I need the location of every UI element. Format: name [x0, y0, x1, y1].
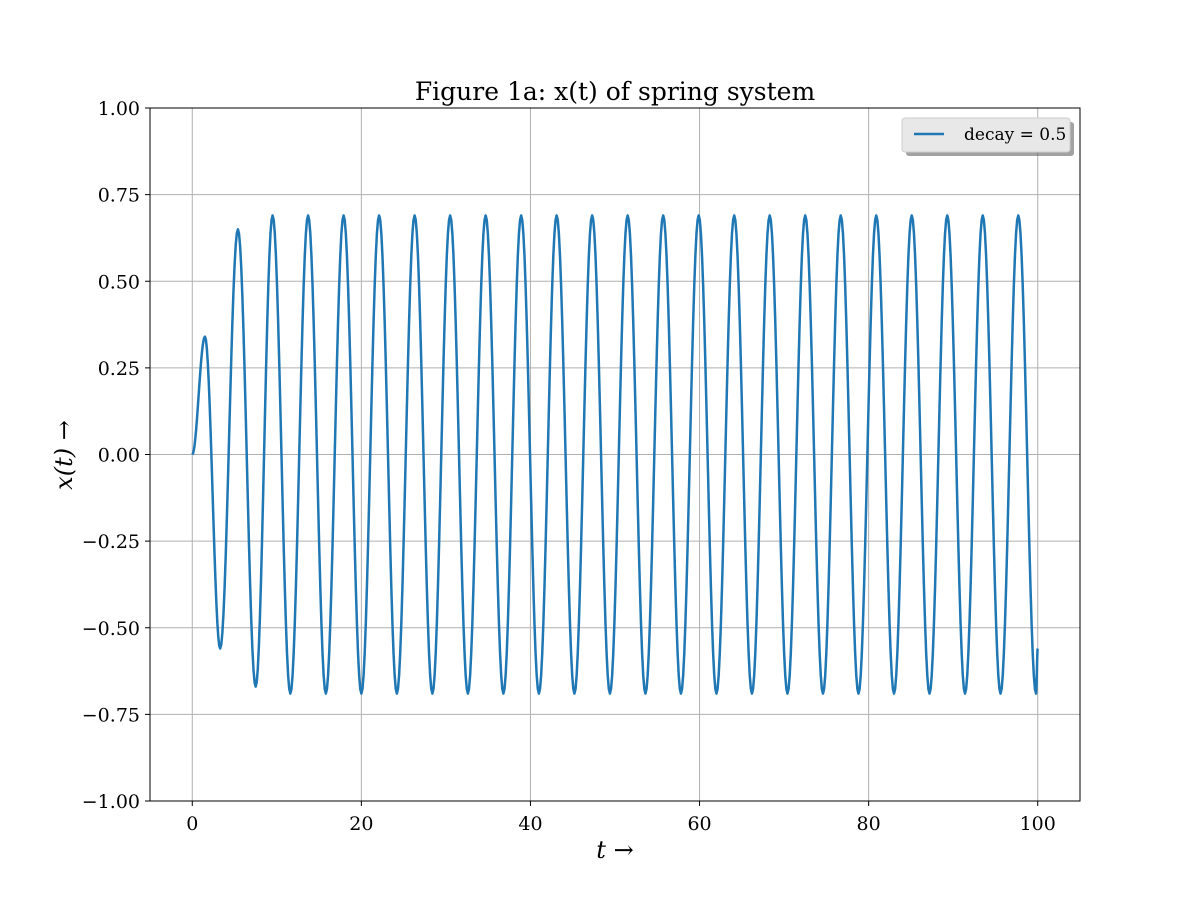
- x-axis-label: t →: [596, 836, 633, 864]
- series-line: [191, 214, 1039, 695]
- x-tick-label: 0: [186, 813, 198, 835]
- chart-title: Figure 1a: x(t) of spring system: [415, 77, 816, 106]
- axis-ticks: 0 20 40 60 80 100 −1.00 −0.75 −0.50 −0.25 0.00 0.25…: [82, 98, 1056, 835]
- y-axis-label: x(t) →: [50, 420, 78, 490]
- y-tick-label: 0.25: [98, 358, 140, 380]
- y-tick-label: −0.50: [82, 618, 140, 640]
- y-tick-label: 0.00: [98, 445, 140, 467]
- y-tick-label: −1.00: [82, 791, 140, 813]
- legend-box: [901, 117, 1071, 153]
- y-tick-label: −0.75: [82, 704, 140, 726]
- plot-area: [191, 214, 1039, 695]
- legend-label: decay = 0.5: [964, 125, 1066, 145]
- x-tick-label: 60: [687, 813, 711, 835]
- x-tick-label: 40: [518, 813, 542, 835]
- y-tick-label: 0.75: [98, 185, 140, 207]
- y-tick-label: −0.25: [82, 531, 140, 553]
- legend: decay = 0.5: [901, 117, 1074, 156]
- y-tick-label: 0.50: [98, 271, 140, 293]
- y-tick-label: 1.00: [98, 98, 140, 120]
- x-tick-label: 80: [857, 813, 881, 835]
- x-tick-label: 100: [1020, 813, 1056, 835]
- x-tick-label: 20: [349, 813, 373, 835]
